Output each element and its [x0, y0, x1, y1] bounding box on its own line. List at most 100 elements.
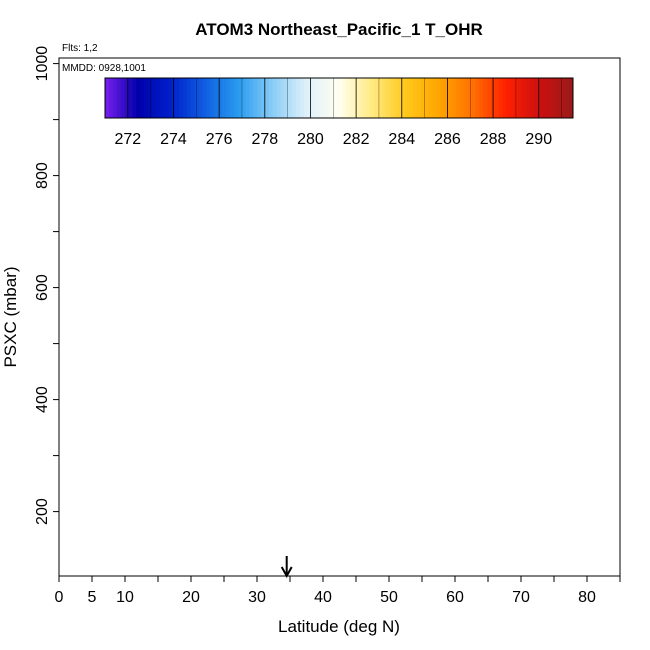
- colorbar-swatch: [428, 78, 434, 118]
- colorbar-swatch: [530, 78, 535, 118]
- colorbar-swatch: [362, 78, 367, 118]
- colorbar-swatch: [253, 78, 258, 118]
- colorbar-swatch: [385, 78, 391, 118]
- colorbar-swatch: [545, 78, 551, 118]
- colorbar-swatch: [214, 78, 219, 118]
- colorbar-swatch: [155, 78, 161, 118]
- colorbar-swatch: [327, 78, 332, 118]
- colorbar-swatch: [249, 78, 254, 118]
- colorbar-swatch: [339, 78, 344, 118]
- colorbar-swatch: [553, 78, 558, 118]
- x-tick-label: 60: [446, 589, 464, 606]
- y-tick-label: 800: [34, 162, 51, 189]
- colorbar-swatch: [319, 78, 324, 118]
- colorbar-tick-label: 284: [388, 131, 415, 148]
- colorbar-swatch: [241, 78, 246, 118]
- colorbar-swatch: [526, 78, 531, 118]
- colorbar-swatch: [495, 78, 500, 118]
- colorbar-swatch: [541, 78, 547, 118]
- x-tick-label: 20: [182, 589, 200, 606]
- colorbar-swatch: [514, 78, 519, 118]
- colorbar-swatch: [202, 78, 207, 118]
- y-axis-label: PSXC (mbar): [1, 266, 20, 367]
- colorbar-swatch: [346, 78, 352, 118]
- colorbar-swatch: [366, 78, 371, 118]
- colorbar-swatch: [498, 78, 504, 118]
- colorbar-frame: [104, 77, 574, 119]
- colorbar-swatch: [393, 78, 398, 118]
- x-tick-label: 40: [314, 589, 332, 606]
- colorbar-swatch: [116, 78, 122, 118]
- colorbar-tick-label: 276: [206, 131, 233, 148]
- colorbar-swatch: [159, 78, 164, 118]
- colorbar-swatch: [183, 78, 188, 118]
- colorbar-swatch: [245, 78, 250, 118]
- colorbar-swatch: [296, 78, 301, 118]
- y-axis: 200 400 600 800 1000: [34, 46, 59, 525]
- colorbar-tick-label: 280: [297, 131, 324, 148]
- colorbar-swatch: [381, 78, 387, 118]
- colorbar-swatch: [280, 78, 285, 118]
- colorbar-tick-label: 274: [160, 131, 187, 148]
- colorbar-swatch: [300, 78, 305, 118]
- colorbar-swatch: [409, 78, 414, 118]
- colorbar-swatch: [444, 78, 449, 118]
- colorbar-swatch: [397, 78, 402, 118]
- colorbar-swatch: [510, 78, 515, 118]
- colorbar-swatch: [420, 78, 426, 118]
- colorbar-swatch: [350, 78, 356, 118]
- colorbar-tick-label: 272: [114, 131, 141, 148]
- colorbar-swatch: [483, 78, 488, 118]
- colorbar-swatch: [136, 78, 141, 118]
- colorbar-swatch: [487, 78, 492, 118]
- colorbar-swatch: [417, 78, 422, 118]
- colorbar-swatch: [284, 78, 289, 118]
- colorbar-swatch: [374, 78, 379, 118]
- colorbar-swatch: [518, 78, 523, 118]
- y-tick-label: 600: [34, 274, 51, 301]
- colorbar-swatch: [206, 78, 211, 118]
- x-tick-label: 70: [512, 589, 530, 606]
- colorbar-swatch: [194, 78, 200, 118]
- colorbar-tick-label: 286: [434, 131, 461, 148]
- plot-frame: [58, 57, 621, 577]
- colorbar-swatch: [549, 78, 554, 118]
- colorbar-swatch: [342, 78, 348, 118]
- colorbar-swatch: [432, 78, 437, 118]
- colorbar-tick-label: 278: [251, 131, 278, 148]
- colorbar-swatch: [471, 78, 476, 118]
- marker-arrow-head: [280, 566, 293, 579]
- colorbar-swatch: [506, 78, 512, 118]
- colorbar-swatch: [140, 78, 145, 118]
- colorbar-swatch: [311, 78, 317, 118]
- latitude-marker-arrow: [280, 556, 293, 579]
- colorbar-swatch: [264, 78, 270, 118]
- colorbar-swatch: [569, 78, 574, 118]
- y-tick-label: 1000: [34, 46, 51, 82]
- colorbar-swatch: [303, 78, 309, 118]
- x-tick-label: 5: [88, 589, 97, 606]
- colorbar-swatch: [479, 78, 484, 118]
- colorbar-swatch: [370, 78, 375, 118]
- x-axis-label: Latitude (deg N): [278, 617, 400, 636]
- colorbar-swatch: [440, 78, 445, 118]
- colorbar-swatch: [436, 78, 441, 118]
- colorbar-swatch: [288, 78, 293, 118]
- colorbar-swatch: [389, 78, 395, 118]
- colorbar-swatch: [276, 78, 281, 118]
- colorbar-swatch: [222, 78, 227, 118]
- colorbar-swatch: [198, 78, 203, 118]
- flights-note: Flts: 1,2: [62, 43, 98, 54]
- colorbar-swatch: [120, 78, 125, 118]
- dates-note: MMDD: 0928,1001: [62, 63, 146, 74]
- colorbar-swatch: [463, 78, 469, 118]
- colorbar-swatch: [268, 78, 274, 118]
- colorbar-swatch: [272, 78, 278, 118]
- colorbar-swatch: [229, 78, 235, 118]
- chart-title: ATOM3 Northeast_Pacific_1 T_OHR: [195, 20, 483, 39]
- colorbar-swatch: [335, 78, 340, 118]
- colorbar-swatch: [257, 78, 262, 118]
- colorbar-swatch: [475, 78, 480, 118]
- colorbar-swatch: [124, 78, 129, 118]
